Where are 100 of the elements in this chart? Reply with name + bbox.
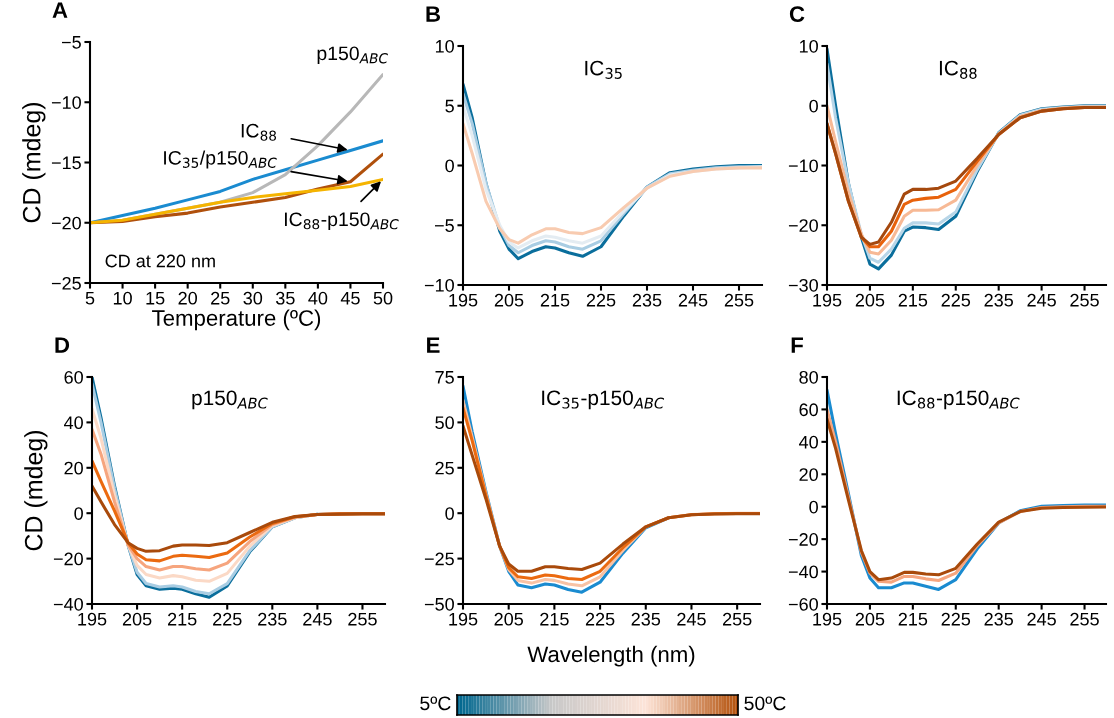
text: IC$_{88}$-p150$_{ABC}$ bbox=[897, 390, 1020, 410]
y-tick-label: −20 bbox=[788, 533, 818, 546]
y-tick-label: 5 bbox=[445, 99, 454, 113]
chart-title: A bbox=[52, 2, 68, 18]
text: 5ºC bbox=[420, 696, 451, 711]
y-tick-label: −10 bbox=[788, 159, 818, 173]
chart-title: F bbox=[791, 337, 803, 353]
x-tick-label: 10 bbox=[113, 291, 132, 305]
y-tick-label: −5 bbox=[434, 219, 454, 232]
y-tick-label: 40 bbox=[799, 435, 818, 449]
x-tick-label: 235 bbox=[984, 293, 1013, 307]
series-label: p150$_{ABC}$ bbox=[317, 46, 388, 65]
x-axis-title: Wavelength (nm) bbox=[527, 645, 695, 667]
chart-title: E bbox=[427, 337, 440, 353]
x-tick-label: 235 bbox=[984, 612, 1013, 626]
x-tick-label: 245 bbox=[1027, 293, 1056, 307]
y-tick-label: 10 bbox=[435, 39, 454, 53]
x-tick-label: 40 bbox=[308, 291, 328, 305]
y-tick-label: 0 bbox=[74, 507, 83, 520]
y-axis-title: CD (mdeg) bbox=[22, 102, 46, 223]
series-label: IC$_{35}$/p150$_{ABC}$ bbox=[164, 150, 277, 169]
y-tick-label: −5 bbox=[61, 36, 81, 49]
x-tick-label: 195 bbox=[813, 612, 842, 626]
y-tick-label: 60 bbox=[64, 370, 83, 384]
x-tick-label: 225 bbox=[586, 293, 616, 307]
y-tick-label: −50 bbox=[424, 597, 454, 611]
y-tick-label: 20 bbox=[799, 468, 818, 482]
x-tick-label: 30 bbox=[243, 291, 263, 305]
x-tick-label: 195 bbox=[78, 612, 107, 626]
y-tick-label: −40 bbox=[788, 565, 818, 579]
x-tick-label: 5 bbox=[85, 292, 95, 305]
x-tick-label: 205 bbox=[494, 293, 524, 307]
text: IC$_{88}$ bbox=[939, 60, 977, 79]
y-tick-label: −20 bbox=[53, 552, 83, 566]
x-tick-label: 50 bbox=[373, 291, 393, 305]
y-tick-label: −40 bbox=[53, 597, 83, 611]
y-tick-label: 0 bbox=[445, 507, 454, 520]
x-tick-label: 215 bbox=[898, 612, 928, 626]
x-tick-label: 205 bbox=[855, 293, 885, 307]
y-tick-label: 50 bbox=[435, 416, 454, 430]
y-tick-label: 40 bbox=[64, 416, 83, 430]
text: p150$_{ABC}$ bbox=[192, 390, 268, 410]
y-tick-label: 75 bbox=[435, 371, 454, 384]
y-axis-title: CD (mdeg) bbox=[24, 430, 48, 551]
x-tick-label: 245 bbox=[677, 612, 706, 626]
y-tick-label: 20 bbox=[64, 461, 83, 475]
x-tick-label: 255 bbox=[348, 612, 377, 626]
x-tick-label: 215 bbox=[898, 293, 928, 307]
x-tick-label: 225 bbox=[585, 612, 615, 626]
x-tick-label: 235 bbox=[631, 612, 661, 626]
x-tick-label: 255 bbox=[1070, 612, 1099, 626]
y-tick-label: 60 bbox=[799, 403, 818, 417]
x-tick-label: 215 bbox=[540, 293, 570, 307]
x-tick-label: 235 bbox=[258, 612, 287, 626]
x-tick-label: 195 bbox=[449, 293, 478, 307]
y-tick-label: −20 bbox=[788, 219, 818, 232]
x-tick-label: 235 bbox=[632, 293, 662, 307]
x-tick-label: 205 bbox=[855, 612, 885, 626]
y-tick-label: 10 bbox=[799, 39, 818, 53]
y-tick-label: −15 bbox=[51, 156, 81, 170]
x-tick-label: 225 bbox=[941, 612, 971, 626]
x-tick-label: 245 bbox=[678, 293, 708, 307]
y-tick-label: −10 bbox=[424, 278, 454, 292]
x-axis-title: Temperature (ºC) bbox=[152, 309, 321, 331]
y-tick-label: 25 bbox=[435, 461, 454, 475]
x-tick-label: 215 bbox=[540, 612, 569, 626]
chart-title: B bbox=[426, 6, 441, 22]
x-tick-label: 245 bbox=[1027, 612, 1056, 626]
x-tick-label: 195 bbox=[449, 612, 478, 626]
x-tick-label: 225 bbox=[941, 293, 971, 307]
text: IC$_{35}$-p150$_{ABC}$ bbox=[542, 390, 665, 410]
x-tick-label: 205 bbox=[122, 612, 152, 626]
y-tick-label: 0 bbox=[809, 99, 818, 113]
text: IC$_{35}$ bbox=[585, 60, 622, 79]
text: 50ºC bbox=[744, 696, 786, 711]
y-tick-label: −10 bbox=[51, 96, 81, 109]
y-tick-label: 80 bbox=[799, 370, 818, 384]
x-tick-label: 215 bbox=[168, 612, 197, 626]
x-tick-label: 245 bbox=[303, 612, 332, 626]
x-tick-label: 20 bbox=[178, 291, 197, 305]
x-tick-label: 25 bbox=[211, 291, 230, 305]
x-tick-label: 45 bbox=[340, 292, 360, 305]
x-tick-label: 15 bbox=[146, 292, 165, 305]
annotation: CD at 220 nm bbox=[105, 254, 215, 268]
y-tick-label: 0 bbox=[445, 159, 454, 173]
x-tick-label: 225 bbox=[213, 612, 242, 626]
series-label: IC$_{88}$ bbox=[241, 123, 277, 141]
y-tick-label: 0 bbox=[809, 500, 818, 514]
chart-title: D bbox=[55, 337, 70, 353]
series-label: IC$_{88}$-p150$_{ABC}$ bbox=[284, 212, 399, 231]
y-tick-label: −60 bbox=[788, 597, 818, 611]
x-tick-label: 35 bbox=[275, 291, 295, 305]
y-tick-label: −25 bbox=[51, 276, 81, 290]
chart-title: C bbox=[789, 6, 805, 22]
x-tick-label: 195 bbox=[813, 293, 842, 307]
x-tick-label: 255 bbox=[723, 612, 752, 626]
x-tick-label: 255 bbox=[1070, 293, 1099, 307]
x-tick-label: 255 bbox=[724, 293, 754, 307]
y-tick-label: −20 bbox=[51, 216, 81, 230]
x-tick-label: 205 bbox=[494, 612, 523, 626]
